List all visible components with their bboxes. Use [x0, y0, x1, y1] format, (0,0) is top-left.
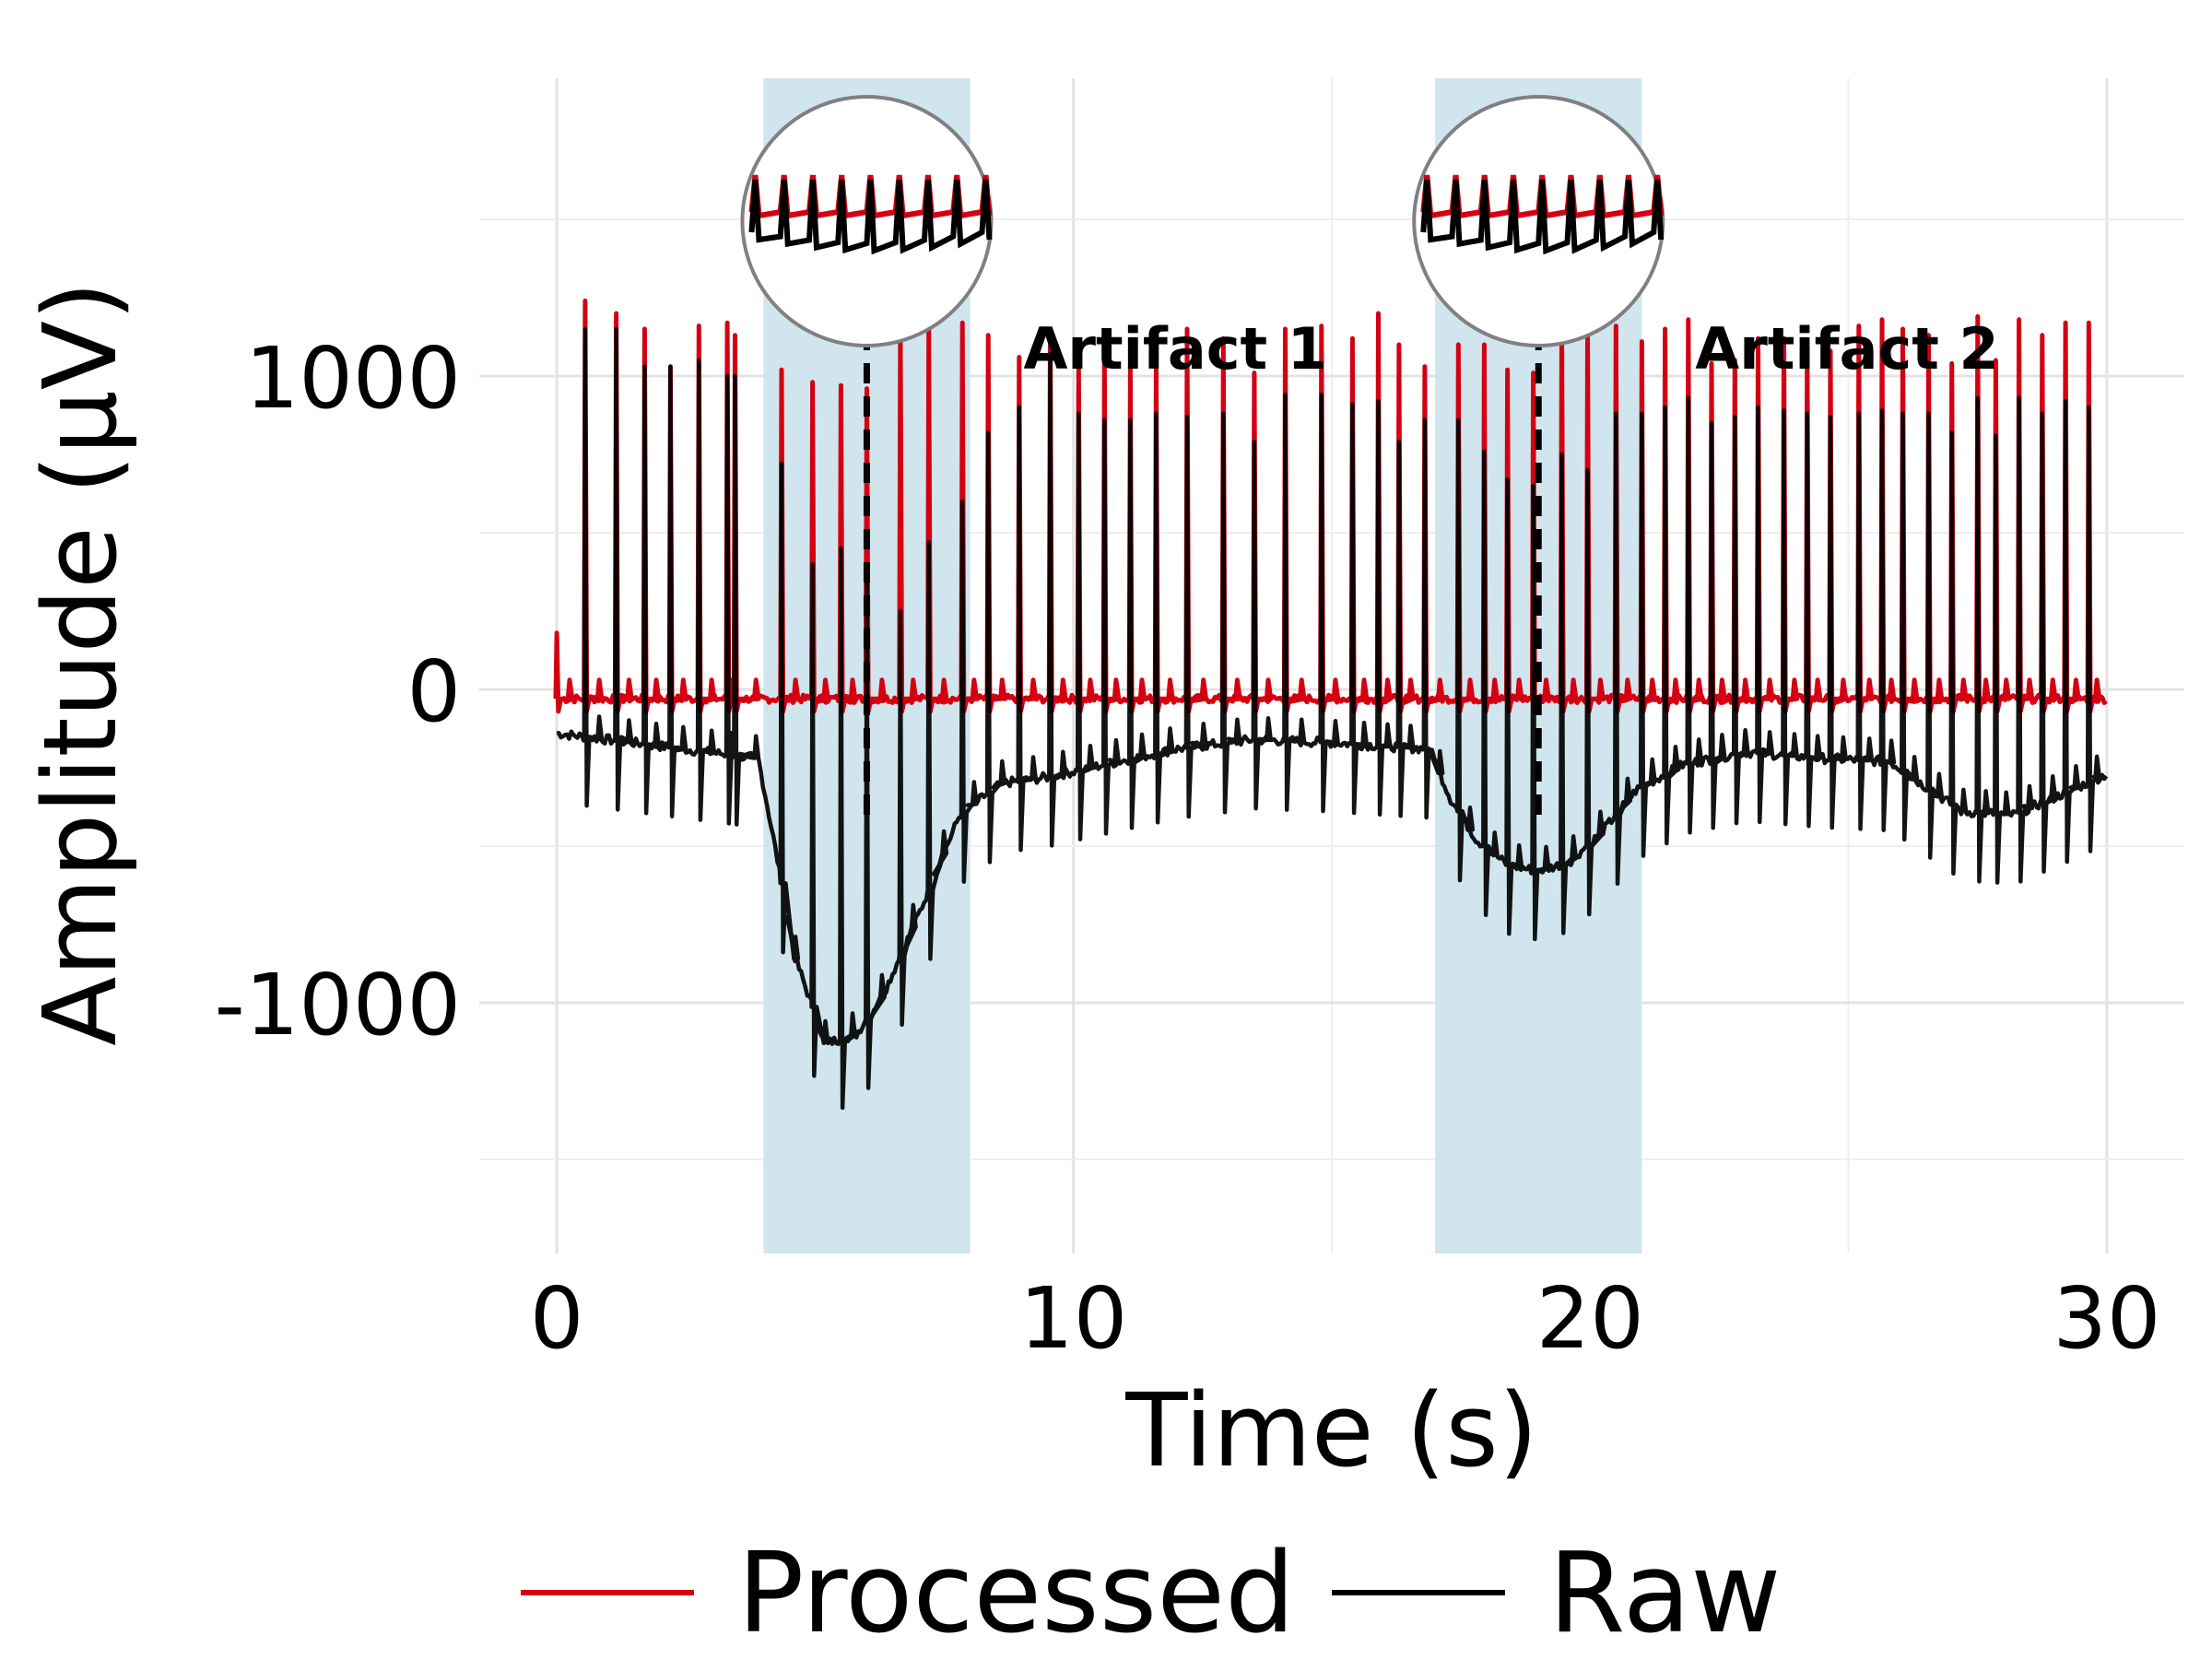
artifact-inset-raw-2	[1420, 179, 1665, 255]
artifact-label-1: Artifact 1	[1023, 315, 1326, 382]
y-tick-label: 1000	[245, 329, 461, 428]
artifact-insets	[740, 95, 1665, 347]
legend: Processed Raw	[521, 1530, 1781, 1658]
series-line-raw	[556, 326, 2109, 1111]
legend-label-processed: Processed	[737, 1530, 1295, 1658]
x-tick-label: 30	[2053, 1269, 2160, 1368]
x-tick-label: 0	[530, 1269, 584, 1368]
legend-label-raw: Raw	[1548, 1530, 1781, 1658]
artifact-label-2: Artifact 2	[1695, 315, 1998, 382]
series-lines	[553, 298, 2109, 1111]
x-tick-labels: 0 10 20 30	[530, 1269, 2161, 1368]
y-axis-title: Amplitude (μV)	[21, 281, 139, 1046]
y-tick-label: -1000	[215, 956, 461, 1054]
artifact-inset-raw-1	[748, 179, 993, 255]
annotations: Artifact 1 Artifact 2	[1023, 315, 1998, 382]
x-tick-label: 20	[1536, 1269, 1644, 1368]
y-tick-label: 0	[406, 642, 461, 741]
x-tick-label: 10	[1019, 1269, 1127, 1368]
x-axis-title: Time (s)	[1124, 1371, 1537, 1489]
y-tick-labels: -1000 0 1000	[215, 329, 461, 1054]
